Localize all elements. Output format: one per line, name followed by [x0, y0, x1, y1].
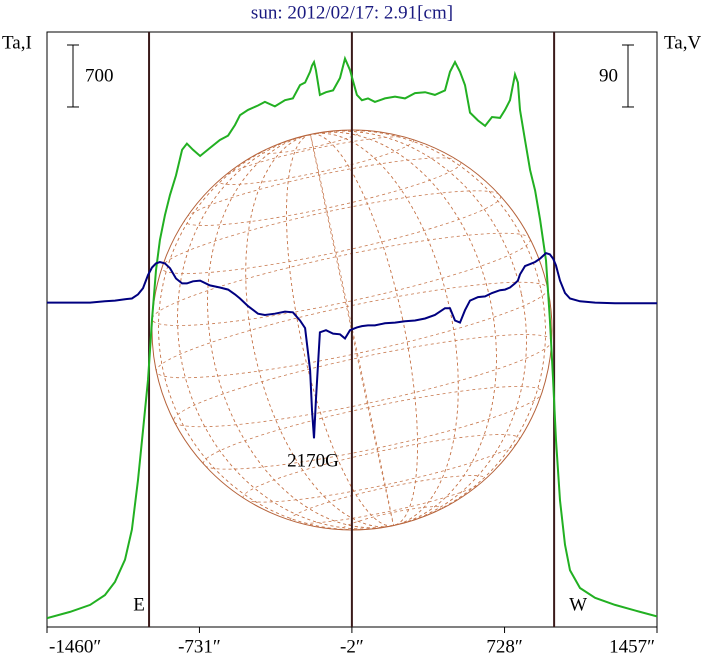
- y2-axis-label: Ta,V: [664, 32, 701, 53]
- parallel: [173, 334, 552, 428]
- x-tick-label: 1457″: [609, 636, 655, 657]
- y-axis-label: Ta,I: [2, 32, 32, 53]
- parallel: [202, 386, 543, 470]
- series-line: [47, 251, 657, 439]
- x-tick-label: -2″: [340, 636, 364, 657]
- scale-label: 700: [85, 65, 114, 86]
- x-tick-label: -1460″: [49, 636, 101, 657]
- chart-title: sun: 2012/02/17: 2.91[cm]: [251, 2, 453, 23]
- meridian: [286, 133, 418, 527]
- annotation: 2170G: [287, 450, 339, 471]
- x-tick-label: -731″: [178, 636, 221, 657]
- scale-label: 90: [599, 65, 618, 86]
- limb-label: E: [133, 594, 145, 615]
- parallel: [161, 190, 502, 274]
- limb-label: W: [569, 594, 587, 615]
- parallel: [152, 232, 531, 326]
- series-line: [47, 55, 657, 620]
- meridian: [177, 130, 527, 530]
- x-tick-label: 728″: [486, 636, 522, 657]
